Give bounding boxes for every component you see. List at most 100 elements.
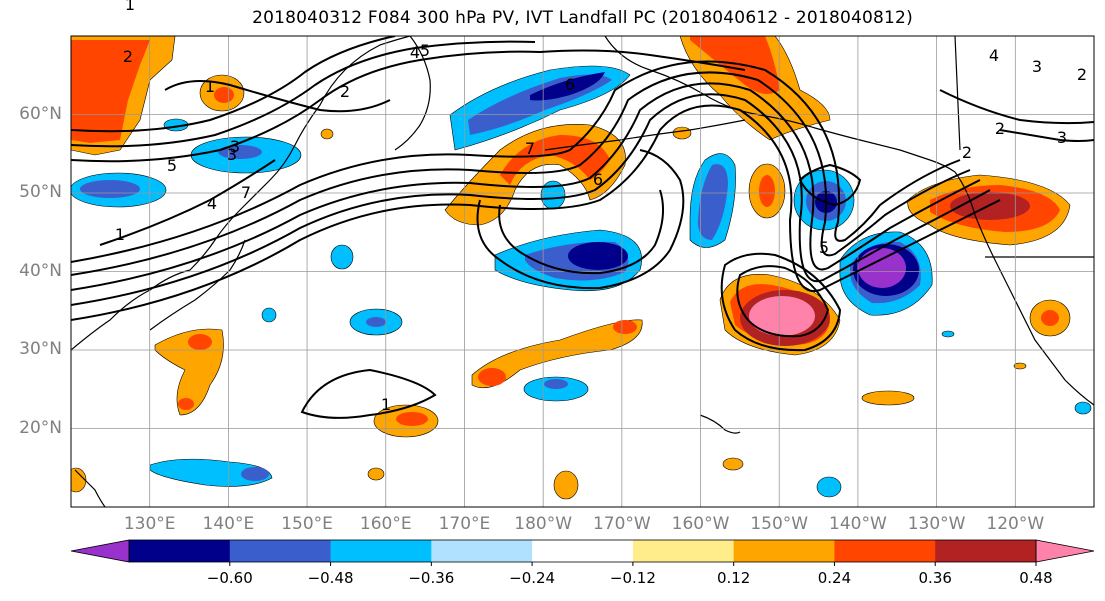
contour-label: 5 xyxy=(819,238,829,257)
lon-label: 180°W xyxy=(514,514,573,534)
contour-line xyxy=(71,36,396,133)
colorbar-tick-label: −0.48 xyxy=(307,569,354,587)
contour-label: 5 xyxy=(167,156,177,175)
anomaly-region xyxy=(858,248,906,288)
colorbar-extend-low xyxy=(70,539,130,563)
gridlines xyxy=(71,36,1094,507)
anomaly-region xyxy=(861,390,915,406)
anomaly-region xyxy=(71,467,87,493)
colorbar-tick-label: −0.60 xyxy=(206,569,253,587)
colorbar-outline xyxy=(128,539,1037,563)
contour-line xyxy=(939,89,1094,125)
anomaly-region xyxy=(149,458,273,487)
contour-line xyxy=(498,189,665,275)
contour-label: 1 xyxy=(205,77,215,96)
anomaly-region xyxy=(1074,401,1092,415)
contour-line xyxy=(71,71,971,276)
border-alaska-canada xyxy=(954,36,961,151)
anomaly-region xyxy=(500,135,610,185)
lat-label: 40°N xyxy=(19,260,62,281)
lon-label: 120°W xyxy=(986,514,1045,534)
anomaly-region xyxy=(544,379,568,389)
contour-line xyxy=(71,93,991,306)
lon-label: 140°W xyxy=(829,514,887,534)
contour-line xyxy=(71,49,746,163)
anomaly-region xyxy=(613,320,637,334)
contour-label: 2 xyxy=(1077,65,1087,84)
anomaly-region xyxy=(330,244,354,270)
contour-label: 2 xyxy=(123,47,133,66)
colorbar-bin xyxy=(733,540,835,562)
anomaly-region xyxy=(941,330,955,338)
colorbar-tick-label: 0.24 xyxy=(817,569,852,587)
lon-label: 130°W xyxy=(907,514,966,534)
contour-label: 3 xyxy=(227,145,237,164)
lat-label: 20°N xyxy=(19,417,62,438)
anomaly-region xyxy=(530,72,605,101)
colorbar-tick-label: 0.48 xyxy=(1019,569,1053,587)
anomaly-region xyxy=(396,412,428,426)
contour-layer xyxy=(71,36,1094,419)
colorbar-extend-high xyxy=(1035,539,1095,563)
lon-label: 170°E xyxy=(438,514,491,534)
contour-line xyxy=(71,82,981,291)
anomaly-region xyxy=(749,296,815,336)
anomaly-region xyxy=(241,467,269,481)
anomaly-region xyxy=(553,470,579,500)
colorbar xyxy=(70,539,1095,566)
anomaly-region xyxy=(214,87,234,103)
anomaly-region xyxy=(698,164,728,240)
anomaly-region xyxy=(366,317,386,327)
colorbar-tick-label: −0.24 xyxy=(509,569,556,587)
contour-line xyxy=(798,163,862,207)
contour-label: 3 xyxy=(1057,128,1067,147)
contour-line xyxy=(71,40,536,148)
contour-label: 4 xyxy=(989,46,999,65)
contour-line xyxy=(300,368,437,419)
contour-label: 2 xyxy=(962,143,972,162)
colorbar-bin xyxy=(330,540,432,562)
anomaly-region xyxy=(816,476,842,498)
coastline-aleutians xyxy=(544,119,746,151)
map-frame xyxy=(70,35,1095,508)
contour-label: 6 xyxy=(593,170,603,189)
colorbar-bin xyxy=(129,540,231,562)
anomaly-region xyxy=(80,180,140,198)
colorbar-bin xyxy=(632,540,735,562)
contour-label: 6 xyxy=(565,75,575,94)
contour-line xyxy=(71,104,1001,321)
anomaly-region xyxy=(478,368,506,386)
lon-label: 150°E xyxy=(281,514,333,534)
anomaly-region xyxy=(188,334,212,350)
anomaly-region xyxy=(759,175,775,207)
lon-label: 150°W xyxy=(750,514,809,534)
anomaly-region xyxy=(568,242,628,270)
contour-label: 3 xyxy=(230,137,240,156)
lat-label: 60°N xyxy=(19,103,62,124)
contour-label: 7 xyxy=(241,183,251,202)
contour-label: 2 xyxy=(340,82,350,101)
lat-label: 30°N xyxy=(19,339,62,359)
anomaly-region xyxy=(218,145,262,159)
anomaly-region xyxy=(320,128,334,140)
contour-label: 1 xyxy=(125,0,135,14)
contour-label: 3 xyxy=(1032,57,1042,76)
anomaly-region xyxy=(367,467,385,481)
colorbar-tick-label: 0.12 xyxy=(716,569,751,587)
contour-label: 1 xyxy=(381,395,391,414)
contour-line xyxy=(164,80,391,113)
anomaly-fill-layer xyxy=(71,36,1092,500)
lon-label: 160°E xyxy=(359,514,412,534)
contour-label: 4 xyxy=(410,43,420,62)
anomaly-region xyxy=(1041,310,1059,326)
contour-line xyxy=(476,149,685,290)
colorbar-bin xyxy=(834,540,936,562)
anomaly-region xyxy=(722,457,744,471)
anomaly-region xyxy=(178,398,194,410)
colorbar-bin xyxy=(532,540,634,562)
anomaly-region xyxy=(1013,362,1027,370)
anomaly-region xyxy=(672,126,692,140)
contour-label: 2 xyxy=(995,119,1005,138)
